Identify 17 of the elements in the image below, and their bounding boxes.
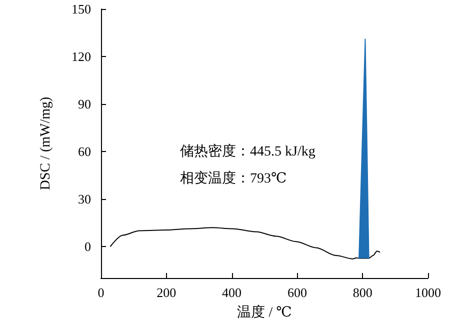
y-tick-label: 60 — [78, 144, 91, 159]
x-tick-label: 400 — [222, 285, 242, 300]
y-tick-label: 30 — [78, 191, 91, 206]
annotation: 相变温度：793℃ — [180, 170, 287, 186]
y-tick-label: 0 — [84, 238, 91, 254]
x-tick-label: 1000 — [415, 285, 441, 300]
x-tick-label: 600 — [287, 285, 307, 300]
x-axis-title: 温度 / ℃ — [237, 304, 292, 320]
x-tick-label: 800 — [352, 285, 372, 300]
y-tick-label: 90 — [78, 96, 91, 112]
line-series — [110, 227, 380, 260]
y-tick-label: 120 — [72, 48, 91, 64]
x-tick-label: 0 — [98, 285, 104, 300]
y-tick-label: 150 — [72, 2, 91, 16]
annotation: 储热密度：445.5 kJ/kg — [180, 144, 316, 160]
x-tick-label: 200 — [156, 285, 176, 300]
y-axis-title: DSC / (mW/mg) — [38, 96, 54, 190]
